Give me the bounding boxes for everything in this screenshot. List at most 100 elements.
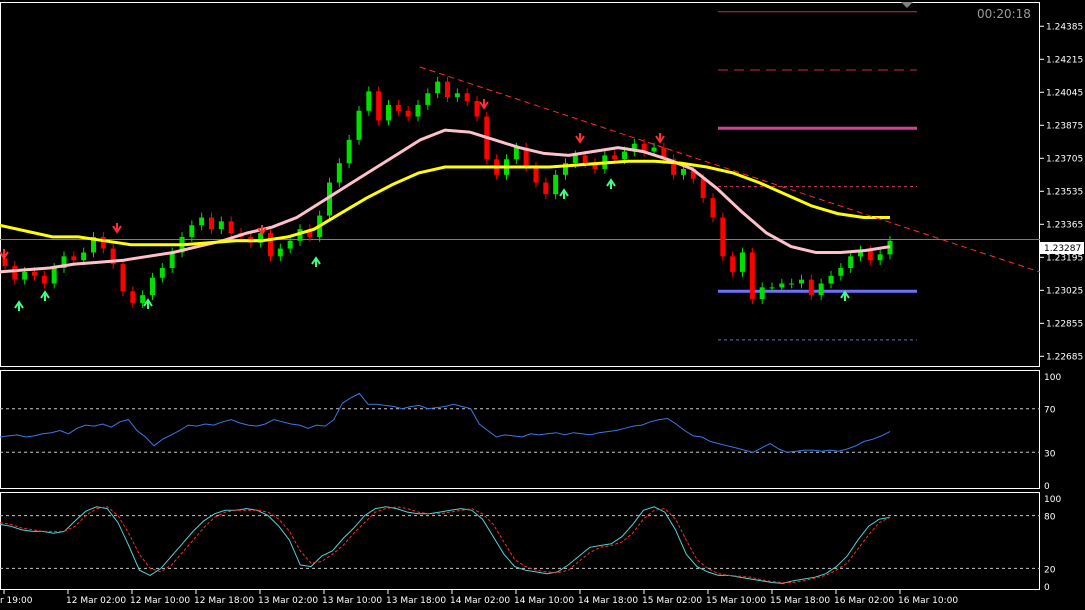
osc-tick-label: 0 [1044,583,1050,593]
signal-arrows [0,99,850,311]
time-tick-label: r 19:00 [0,596,33,606]
candle-body [828,275,834,284]
up-arrow-icon [14,300,24,311]
down-arrow-icon [0,249,9,260]
candle-body [572,155,578,164]
candle-body [405,110,411,117]
candle-body [71,256,77,261]
candle-body [258,233,264,243]
candle-body [759,287,765,300]
candle-body [651,147,657,152]
time-tick-label: 13 Mar 10:00 [322,596,382,606]
candle-body [130,291,136,303]
candle-body [818,283,824,296]
price-axis: 1.24385 1.24215 1.24045 1.23875 1.23705 1.235… [1040,22,1083,362]
down-arrow-icon [479,99,489,110]
candle-body [218,221,224,230]
time-tick-label: 15 Mar 02:00 [642,596,702,606]
candle-body [346,139,352,164]
down-arrow-icon [257,225,267,236]
candle-body [297,229,303,241]
candle-body [848,256,854,268]
candle-body [189,225,195,237]
candle-body [376,91,382,121]
trendline[interactable] [419,66,1041,273]
candle-body [445,81,450,98]
price-tick-label: 1.23535 [1046,187,1083,197]
candle-body [523,147,529,168]
candle-body [110,248,116,265]
osc-main-line [0,506,891,584]
current-price-label: 1.23287 [1044,244,1081,254]
candle-body [209,217,214,230]
candle-body [22,271,28,280]
time-tick-label: 12 Mar 18:00 [194,596,254,606]
candle-body [327,182,332,216]
ma-fast-line [0,128,891,274]
current-price-label-group: 1.23287 [1040,242,1084,254]
time-tick-label: 13 Mar 02:00 [258,596,318,606]
candle-body [366,91,372,111]
ma-slow-line [0,159,890,247]
time-tick-label: 14 Mar 02:00 [450,596,510,606]
candle-body [454,93,460,98]
time-axis: r 19:00 12 Mar 02:00 12 Mar 10:00 12 Mar 18… [0,590,958,606]
stochastic-panel[interactable]: 100 80 20 0 [0,495,1061,593]
candle-body [641,143,647,152]
candle-body [287,240,293,249]
candle-body [159,267,165,278]
down-arrow-icon [112,223,122,234]
panel-frame-1 [0,370,1040,489]
scroll-marker-icon[interactable] [901,2,913,8]
candle-body [199,217,205,226]
rsi-panel[interactable]: 100 70 30 0 [0,373,1061,492]
candle-body [867,250,873,261]
osc-tick-label: 70 [1044,406,1056,416]
price-tick-label: 1.24385 [1046,22,1083,32]
panel-frames [0,2,1040,590]
candle-body [749,252,755,300]
time-tick-label: 13 Mar 18:00 [386,596,446,606]
candle-body [838,267,844,276]
candle-body [41,275,47,284]
osc-signal-line [0,506,891,583]
up-arrow-icon [311,256,321,267]
candle-body [690,168,696,179]
candle-body [808,279,814,296]
candle-body [386,104,391,121]
candle-body [100,236,106,249]
candle-body [592,163,598,169]
candle-body [681,168,686,175]
time-tick-label: 15 Mar 10:00 [706,596,766,606]
time-tick-label: 16 Mar 02:00 [834,596,894,606]
moving-averages [0,128,891,274]
candle-body [474,101,480,117]
up-arrow-icon [606,178,616,189]
osc-tick-label: 100 [1044,373,1061,383]
candle-body [336,163,342,183]
candle-body [277,248,283,257]
candle-body [356,110,362,140]
candle-body [582,155,588,164]
candle-body [612,155,618,160]
candle-body [730,256,736,272]
price-tick-label: 1.23365 [1046,220,1083,230]
candle-body [150,277,155,296]
candle-body [779,283,785,288]
candle-body [720,217,726,257]
price-tick-label: 1.23875 [1046,121,1083,131]
time-tick-label: 12 Mar 10:00 [130,596,190,606]
price-tick-label: 1.23195 [1046,253,1083,263]
time-tick-label: 14 Mar 10:00 [514,596,574,606]
time-tick-label: 15 Mar 18:00 [770,596,830,606]
candle-body [228,221,234,234]
candle-body [51,267,57,284]
time-tick-label: 16 Mar 10:00 [898,596,958,606]
osc-tick-label: 20 [1044,565,1056,575]
up-arrow-icon [143,298,153,309]
clock: 00:20:18 [977,7,1031,21]
price-tick-label: 1.23705 [1046,154,1083,164]
up-arrow-icon [40,290,50,301]
candle-body [769,287,775,289]
